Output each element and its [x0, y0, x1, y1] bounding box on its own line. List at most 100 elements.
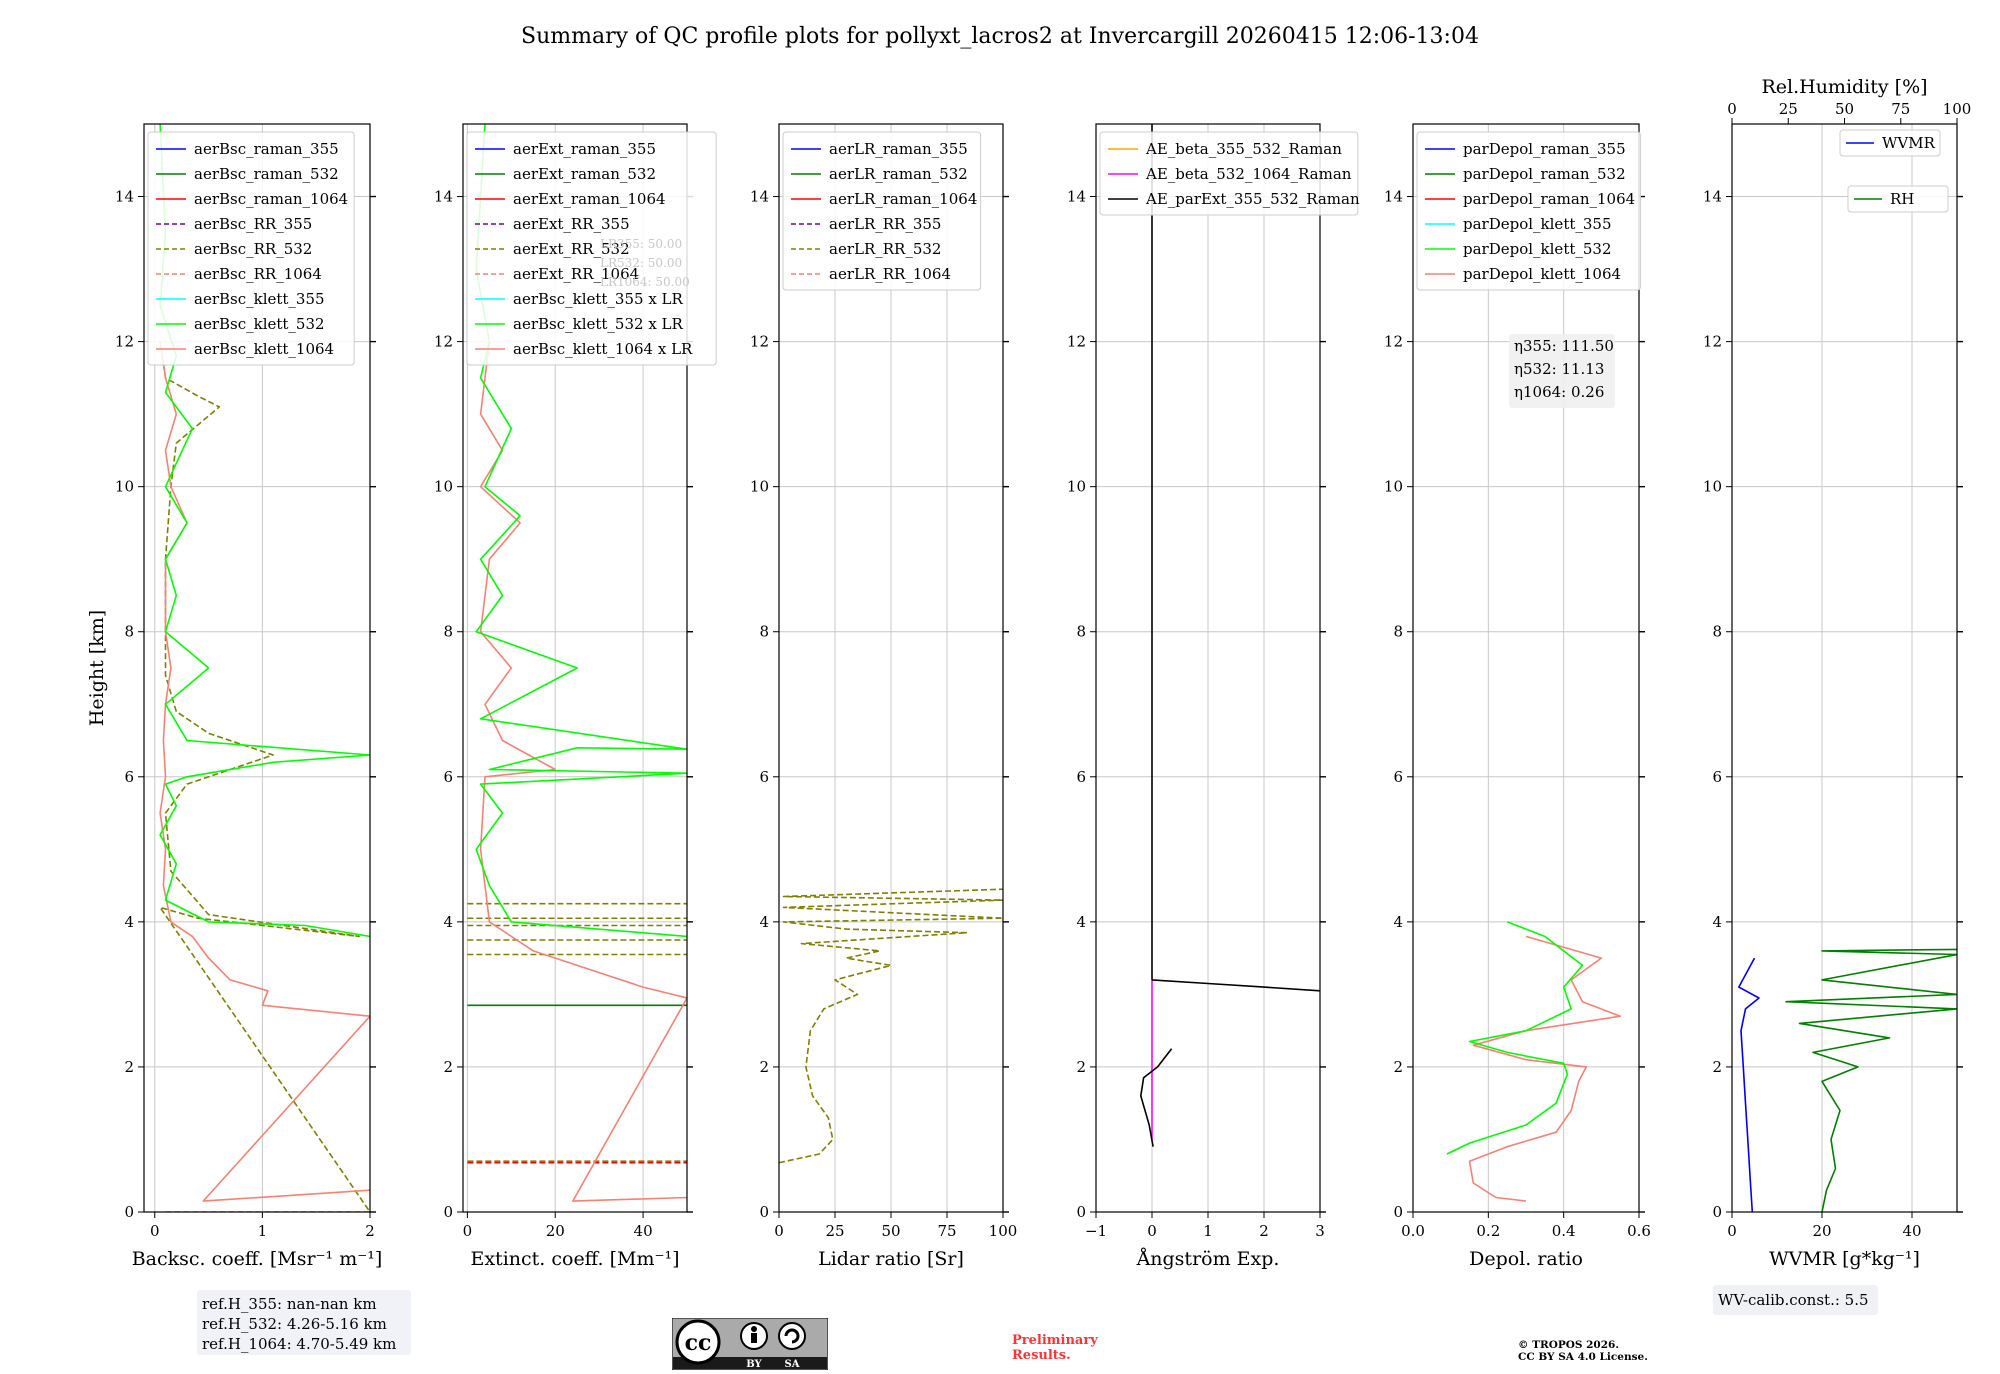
xtick-label-ae-2: 1: [1203, 1222, 1213, 1240]
legend-label-ext-1: aerExt_raman_532: [513, 165, 656, 183]
legend-label-depol-5: parDepol_klett_1064: [1463, 265, 1621, 283]
cc-sa-text: SA: [785, 1359, 800, 1370]
xtick-top-label-wv-1: 25: [1779, 100, 1798, 118]
eta-box: [1509, 334, 1615, 408]
legend-label-depol-0: parDepol_raman_355: [1463, 140, 1626, 158]
xtick-label-ext-2: 40: [634, 1222, 653, 1240]
xtick-label-ext-1: 20: [546, 1222, 565, 1240]
ytick-label-depol-7: 14: [1384, 188, 1403, 206]
legend-label-ext-3: aerExt_RR_355: [513, 215, 630, 233]
legend-label-depol-4: parDepol_klett_532: [1463, 240, 1612, 258]
ytick-label-ae-7: 14: [1067, 188, 1086, 206]
xtick-label-lr-0: 0: [774, 1222, 784, 1240]
ytick-label-lr-0: 0: [759, 1203, 769, 1221]
ytick-label-ext-3: 6: [443, 768, 453, 786]
xlabel-depol: Depol. ratio: [1469, 1248, 1583, 1270]
legend-label-lr-1: aerLR_raman_532: [829, 165, 968, 183]
legend-label-bsc-7: aerBsc_klett_532: [194, 315, 325, 333]
series-group-depol: [1446, 921, 1621, 1202]
legend-label-bsc-1: aerBsc_raman_532: [194, 165, 339, 183]
xtick-label-depol-2: 0.4: [1552, 1222, 1576, 1240]
series-wvmr: [1738, 957, 1760, 1212]
legend-label-ext-6: aerBsc_klett_355 x LR: [513, 290, 684, 308]
ytick-label-depol-2: 4: [1393, 913, 1403, 931]
xtick-label-depol-1: 0.2: [1476, 1222, 1500, 1240]
ytick-label-ae-1: 2: [1076, 1058, 1086, 1076]
ytick-label-bsc-0: 0: [124, 1203, 134, 1221]
ytick-label-ext-4: 8: [443, 623, 453, 641]
preliminary-line1: Preliminary: [1012, 1333, 1098, 1348]
tropos-license-note: © TROPOS 2026. CC BY SA 4.0 License.: [1518, 1339, 1648, 1363]
cc-license-badge: cc BY SA: [671, 1317, 829, 1371]
xlabel-ext: Extinct. coeff. [Mm⁻¹]: [470, 1248, 679, 1270]
legend-label-ext-2: aerExt_raman_1064: [513, 190, 666, 208]
preliminary-note: Preliminary Results.: [1012, 1333, 1098, 1363]
lr-hint-1: LR532: 50.00: [600, 256, 682, 270]
figure-title: Summary of QC profile plots for pollyxt_…: [521, 24, 1479, 49]
legend-label-lr-3: aerLR_RR_355: [829, 215, 941, 233]
panel-lr: 0 25 50 75 100 0 2 4 6 8 10 12 14 Lidar ratio [Sr] aer…: [750, 123, 1017, 1270]
ytick-label-wv-3: 6: [1712, 768, 1722, 786]
ytick-label-depol-1: 2: [1393, 1058, 1403, 1076]
series-ae-parext-355-532-raman-upper: [1151, 979, 1320, 992]
ytick-label-bsc-4: 8: [124, 623, 134, 641]
xtick-label-bsc-1: 1: [258, 1222, 268, 1240]
series-rh: [1785, 948, 1957, 1212]
ytick-label-ext-7: 14: [434, 188, 453, 206]
ytick-label-wv-7: 14: [1703, 188, 1722, 206]
legend-box-bsc: [147, 131, 355, 366]
legend-label-ae-0: AE_beta_355_532_Raman: [1145, 140, 1342, 158]
series-aerbsc-rr-532: [159, 341, 370, 1212]
legend-box-depol: [1416, 131, 1641, 291]
xtick-label-ae-1: 0: [1147, 1222, 1157, 1240]
ytick-label-ae-3: 6: [1076, 768, 1086, 786]
ytick-label-ext-1: 2: [443, 1058, 453, 1076]
xtick-label-wv-2: 40: [1902, 1222, 1921, 1240]
legend-label-bsc-8: aerBsc_klett_1064: [194, 340, 334, 358]
xtick-label-depol-0: 0.0: [1401, 1222, 1425, 1240]
eta-line-0: η355: 111.50: [1514, 337, 1614, 355]
xtick-label-ae-0: −1: [1085, 1222, 1107, 1240]
xtick-label-depol-3: 0.6: [1627, 1222, 1651, 1240]
ytick-label-lr-2: 4: [759, 913, 769, 931]
xtick-label-wv-1: 20: [1812, 1222, 1831, 1240]
tropos-line2: CC BY SA 4.0 License.: [1518, 1351, 1648, 1363]
xtick-label-lr-2: 50: [881, 1222, 900, 1240]
legend-label-lr-0: aerLR_raman_355: [829, 140, 968, 158]
lr-hint-2: LR1064: 50.00: [600, 275, 690, 289]
legend-label-depol-3: parDepol_klett_355: [1463, 215, 1612, 233]
legend-label-bsc-0: aerBsc_raman_355: [194, 140, 339, 158]
cc-text: cc: [685, 1330, 712, 1356]
ytick-label-lr-6: 12: [750, 333, 769, 351]
xtick-label-lr-3: 75: [937, 1222, 956, 1240]
series-pardepol-klett-532: [1446, 921, 1584, 1155]
legend-label-lr-2: aerLR_raman_1064: [829, 190, 977, 208]
refh-line-1: ref.H_532: 4.26-5.16 km: [202, 1315, 387, 1333]
eta-line-1: η532: 11.13: [1514, 360, 1604, 378]
xtick-label-ae-3: 2: [1259, 1222, 1269, 1240]
series-group-bsc: [159, 124, 370, 1212]
ytick-label-lr-7: 14: [750, 188, 769, 206]
series-group-lr: [779, 888, 1003, 1164]
legend-label-bsc-5: aerBsc_RR_1064: [194, 265, 322, 283]
series-ae-parext-355-532-raman: [1140, 1048, 1173, 1147]
tropos-line1: © TROPOS 2026.: [1518, 1339, 1620, 1351]
legend-label-lr-4: aerLR_RR_532: [829, 240, 941, 258]
ytick-label-wv-5: 10: [1703, 478, 1722, 496]
xlabel-top-wv: Rel.Humidity [%]: [1761, 76, 1927, 98]
ytick-label-ext-5: 10: [434, 478, 453, 496]
legend-label-ext-0: aerExt_raman_355: [513, 140, 656, 158]
axes-frame-ext: [462, 123, 688, 1213]
xtick-top-label-wv-0: 0: [1727, 100, 1737, 118]
legend-label-depol-2: parDepol_raman_1064: [1463, 190, 1635, 208]
panel-wv: 0 20 40 0 2 4 6 8 10 12 14 WVMR [g*kg⁻¹] 0 25 50 75 100 R…: [1703, 76, 1971, 1270]
xtick-label-ae-4: 3: [1315, 1222, 1325, 1240]
ytick-label-lr-4: 8: [759, 623, 769, 641]
panel-depol: 0.0 0.2 0.4 0.6 0 2 4 6 8 10 12 14 Depol. ratio parDe…: [1384, 123, 1651, 1270]
series-aerbsc-klett-1064: [159, 341, 370, 1202]
ytick-label-depol-3: 6: [1393, 768, 1403, 786]
